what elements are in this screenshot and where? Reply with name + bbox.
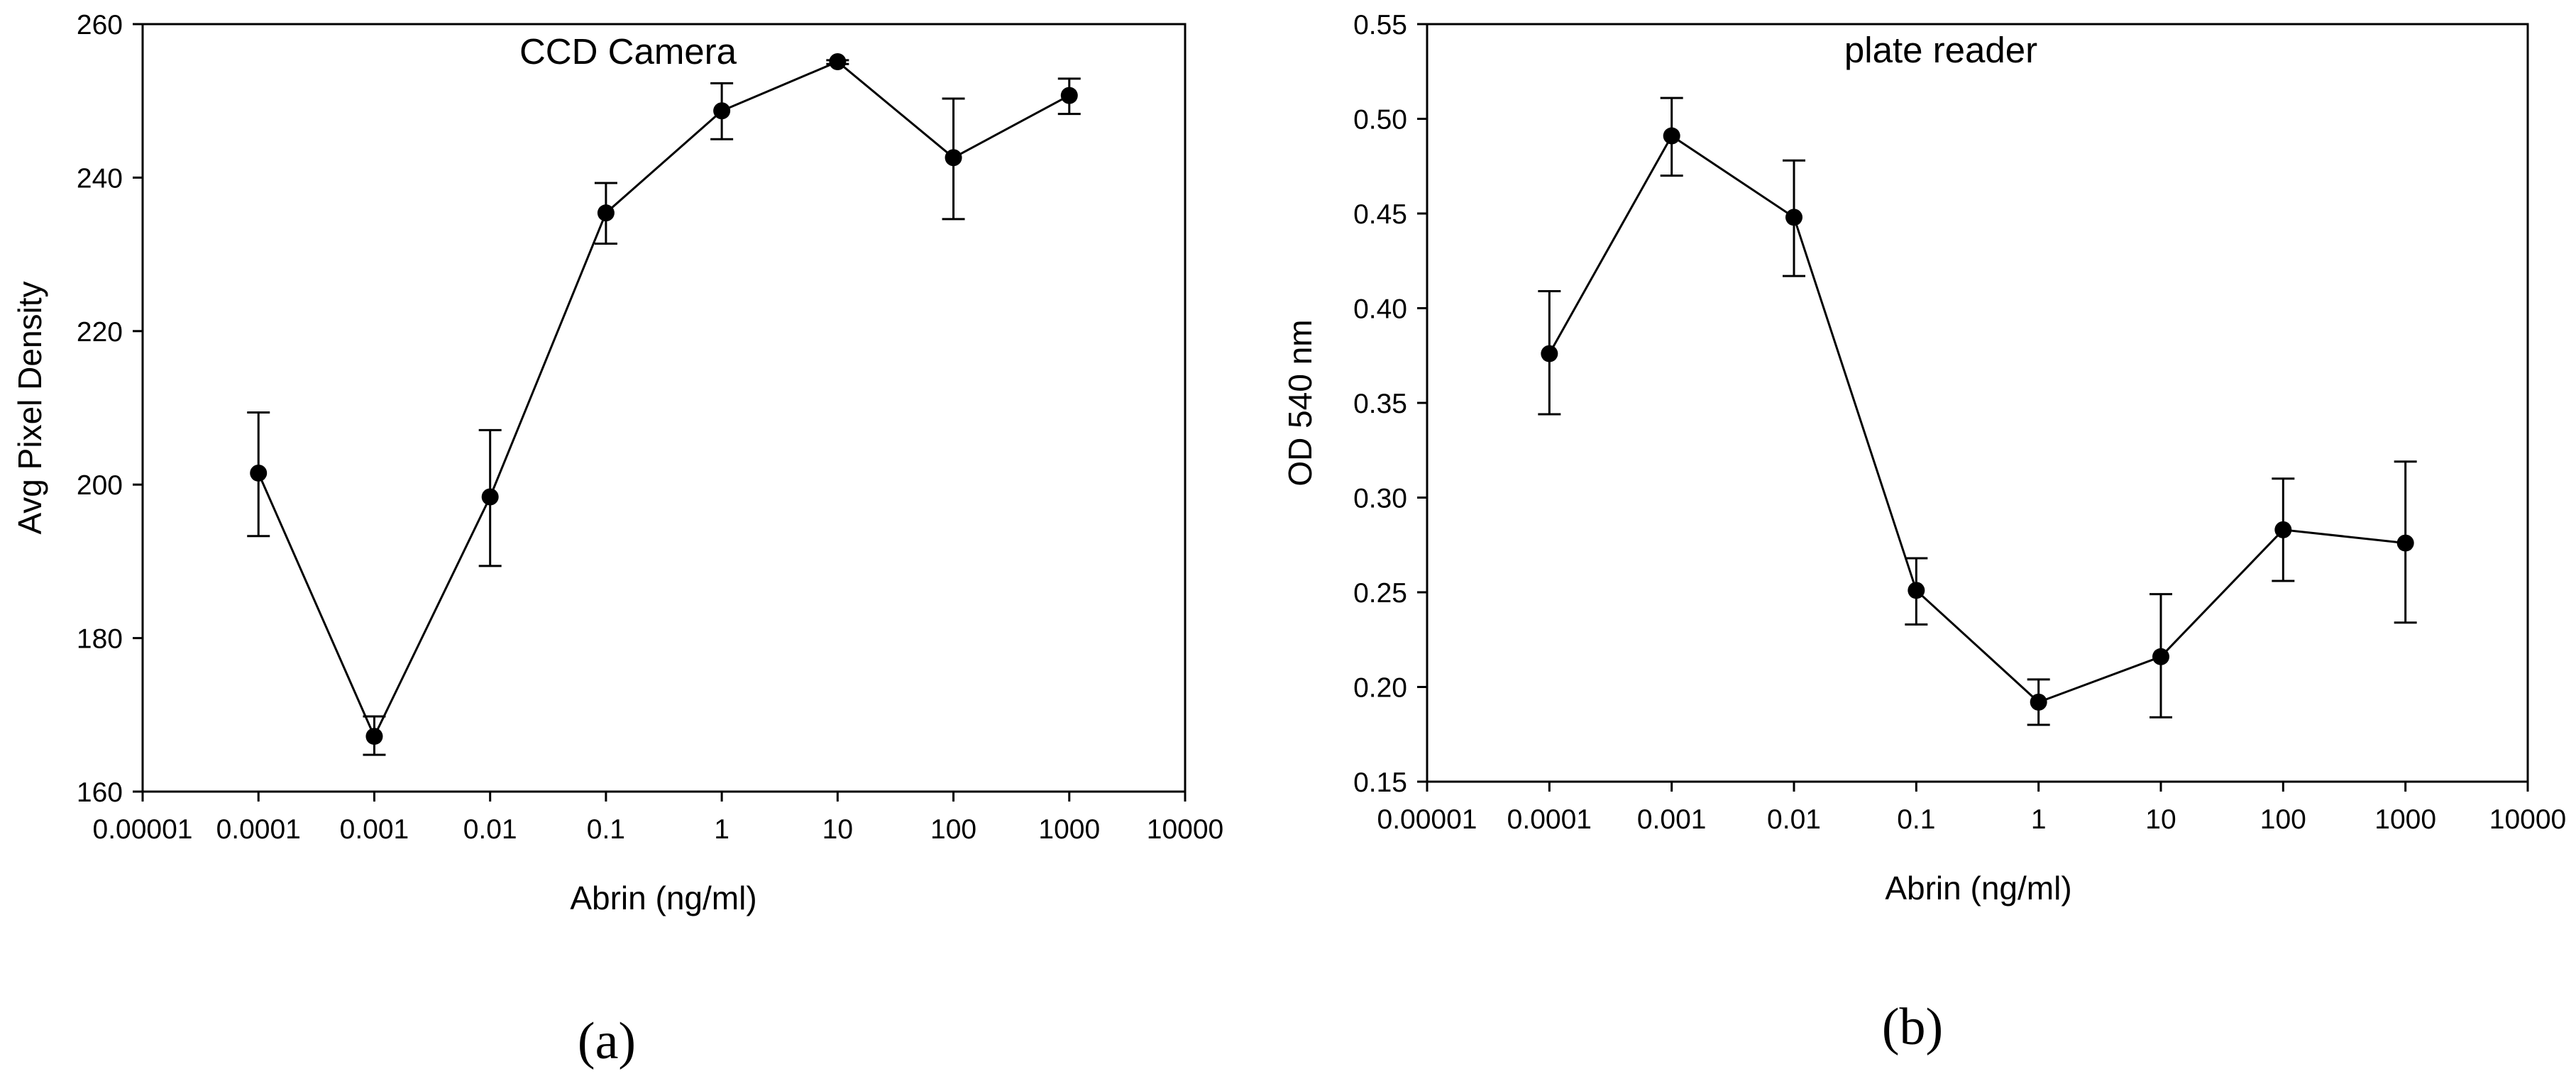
data-point bbox=[481, 488, 499, 506]
x-tick-label: 0.01 bbox=[1767, 804, 1821, 835]
data-marks bbox=[1538, 96, 2417, 726]
data-point bbox=[1908, 582, 1925, 599]
x-tick-label: 0.0001 bbox=[1507, 804, 1592, 835]
plot-frame bbox=[141, 23, 1187, 793]
data-point bbox=[1785, 209, 1802, 226]
series-line bbox=[1548, 134, 2406, 704]
y-tick-label: 0.50 bbox=[1353, 105, 1407, 135]
x-tick-label: 100 bbox=[930, 814, 976, 845]
x-tick-label: 1 bbox=[2031, 804, 2047, 835]
x-tick-label: 0.00001 bbox=[1377, 804, 1477, 835]
y-tick-label: 180 bbox=[77, 624, 123, 655]
x-tick-label: 1000 bbox=[1038, 814, 1100, 845]
y-tick-label: 220 bbox=[77, 317, 123, 348]
x-axis-label: Abrin (ng/ml) bbox=[1885, 870, 2071, 907]
x-axis-ticks: 0.00001 0.0001 0.001 0.01 0.1 1 10 100 1000 10000 bbox=[1377, 782, 2566, 835]
x-tick-label: 0.001 bbox=[340, 814, 409, 845]
y-tick-label: 240 bbox=[77, 163, 123, 194]
data-point bbox=[2274, 521, 2292, 538]
y-tick-label: 0.35 bbox=[1353, 389, 1407, 419]
x-tick-label: 1000 bbox=[2374, 804, 2436, 835]
data-point bbox=[1060, 87, 1078, 104]
y-tick-label: 160 bbox=[77, 777, 123, 808]
data-point bbox=[1663, 127, 1680, 145]
x-tick-label: 1 bbox=[714, 814, 730, 845]
series-line bbox=[257, 60, 1070, 739]
y-tick-label: 0.40 bbox=[1353, 294, 1407, 325]
panel-label: (b) bbox=[1882, 998, 1943, 1056]
data-point bbox=[945, 149, 962, 167]
x-tick-label: 10 bbox=[2145, 804, 2176, 835]
x-axis-ticks: 0.00001 0.0001 0.001 0.01 0.1 1 10 100 1000 10000 bbox=[93, 792, 1223, 845]
x-tick-label: 0.1 bbox=[587, 814, 625, 845]
x-tick-label: 0.0001 bbox=[216, 814, 301, 845]
panel-label: (a) bbox=[578, 1012, 636, 1070]
y-tick-label: 0.15 bbox=[1353, 767, 1407, 798]
x-tick-label: 0.1 bbox=[1897, 804, 1935, 835]
chart-panel-a: CCD Camera Abrin (ng/ml) Avg Pixel Densi… bbox=[11, 10, 1223, 1070]
y-axis-ticks: 160 180 200 220 240 260 bbox=[77, 10, 143, 808]
x-axis-label: Abrin (ng/ml) bbox=[570, 880, 756, 916]
x-tick-label: 10000 bbox=[1147, 814, 1223, 845]
y-axis-ticks: 0.15 0.20 0.25 0.30 0.35 0.40 0.45 0.50 0.55 bbox=[1353, 10, 1427, 798]
data-point bbox=[1541, 345, 1558, 362]
x-tick-label: 10000 bbox=[2489, 804, 2566, 835]
x-tick-label: 100 bbox=[2260, 804, 2306, 835]
data-point bbox=[250, 464, 268, 482]
data-point bbox=[829, 53, 847, 71]
y-tick-label: 0.20 bbox=[1353, 673, 1407, 704]
data-point bbox=[365, 728, 383, 745]
data-point bbox=[2030, 693, 2047, 711]
chart-title: plate reader bbox=[1844, 30, 2037, 70]
y-tick-label: 260 bbox=[77, 10, 123, 40]
y-tick-label: 0.25 bbox=[1353, 578, 1407, 609]
data-point bbox=[2396, 534, 2414, 552]
y-axis-label: OD 540 nm bbox=[1282, 319, 1319, 486]
y-tick-label: 0.30 bbox=[1353, 484, 1407, 514]
data-marks bbox=[247, 53, 1081, 756]
data-point bbox=[713, 102, 731, 120]
x-tick-label: 0.001 bbox=[1637, 804, 1707, 835]
chart-title: CCD Camera bbox=[519, 31, 737, 72]
x-tick-label: 0.01 bbox=[463, 814, 517, 845]
y-axis-label: Avg Pixel Density bbox=[11, 281, 48, 534]
y-tick-label: 0.55 bbox=[1353, 10, 1407, 40]
x-tick-label: 0.00001 bbox=[93, 814, 193, 845]
data-point bbox=[597, 204, 615, 222]
data-point bbox=[2152, 648, 2169, 665]
y-tick-label: 0.45 bbox=[1353, 199, 1407, 230]
x-tick-label: 10 bbox=[822, 814, 853, 845]
y-tick-label: 200 bbox=[77, 470, 123, 501]
chart-panel-b: plate reader Abrin (ng/ml) OD 540 nm (b)… bbox=[1282, 10, 2566, 1056]
